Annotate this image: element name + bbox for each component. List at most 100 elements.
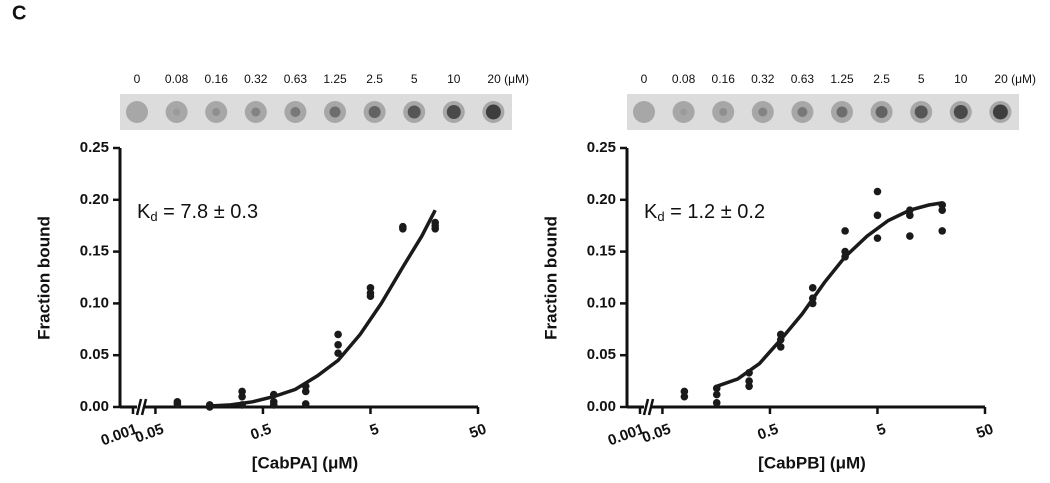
data-point: [334, 330, 342, 339]
blot-label: 10: [954, 72, 968, 86]
kd-annotation: Kd = 7.8 ± 0.3: [137, 201, 258, 224]
blot-core: [797, 107, 808, 117]
data-point: [205, 401, 214, 409]
kd-value: = 7.8 ± 0.3: [158, 201, 259, 223]
panel: 0 0.08 0.16 0.32 0.63 1.25 2.5 5 10 20 (μM) 0.00 0.…: [34, 72, 529, 472]
blot-spot: [244, 101, 267, 123]
blot-spot: [633, 101, 655, 123]
blot-core: [212, 108, 221, 116]
blot-core: [329, 106, 341, 118]
blot-label: 0.32: [751, 72, 775, 86]
data-point: [301, 387, 310, 396]
kd-symbol: K: [644, 201, 658, 223]
blot-label: 2.5: [873, 72, 890, 86]
blot-label: 5: [411, 72, 418, 86]
blot-label: 2.5: [366, 72, 383, 86]
data-point: [712, 390, 721, 399]
kd-subscript: d: [657, 209, 664, 224]
blot-spot: [791, 101, 814, 123]
kd-symbol: K: [137, 201, 151, 223]
blot-core: [485, 104, 501, 120]
data-point: [873, 211, 882, 220]
blot-label: 1.25: [323, 72, 347, 86]
blot-spot: [284, 101, 307, 123]
y-tick-label: 0.00: [587, 398, 616, 415]
data-point: [841, 252, 849, 261]
fit-curve: [716, 201, 943, 388]
data-point: [873, 234, 882, 242]
x-tick-label: 5: [368, 421, 382, 440]
data-point: [776, 335, 785, 344]
blot-label: 0.16: [712, 72, 736, 86]
blot-core: [953, 105, 968, 119]
axis-break: [135, 398, 143, 416]
blot-label: 0.63: [284, 72, 308, 86]
y-tick-label: 0.25: [587, 139, 616, 156]
x-tick-label: 0.5: [755, 421, 780, 444]
kd-annotation: Kd = 1.2 ± 0.2: [644, 201, 765, 224]
y-tick-label: 0.15: [587, 243, 616, 260]
blot-core: [875, 106, 888, 118]
data-point: [173, 400, 182, 408]
blot-core: [368, 106, 381, 118]
data-point: [873, 187, 882, 196]
y-axis-title: Fraction bound: [541, 216, 560, 340]
blot-label: 0.08: [165, 72, 189, 86]
blot-core: [992, 104, 1008, 120]
data-point: [269, 401, 278, 409]
blot-label: 1.25: [830, 72, 854, 86]
y-tick-label: 0.20: [80, 191, 109, 208]
y-tick-label: 0.15: [80, 243, 109, 260]
data-point: [938, 206, 947, 214]
axis-break: [647, 398, 655, 416]
blot-label: 5: [918, 72, 925, 86]
data-point: [906, 211, 914, 220]
data-point: [301, 400, 310, 408]
data-point: [712, 384, 721, 393]
panel: 0 0.08 0.16 0.32 0.63 1.25 2.5 5 10 20 (μM) 0.00 0.…: [541, 72, 1036, 472]
blot-spot: [126, 101, 148, 123]
data-point: [334, 349, 342, 357]
blot-core: [290, 107, 301, 117]
x-tick-label: 0.05: [133, 421, 166, 447]
x-tick-label: 5: [875, 421, 889, 440]
y-axis-title: Fraction bound: [34, 216, 53, 340]
blot-label: 20 (μM): [487, 72, 529, 86]
x-axis-title: [CabPB] (μM): [758, 453, 866, 472]
fit-curve: [209, 209, 437, 408]
y-tick-label: 0.10: [587, 294, 616, 311]
x-tick-label: 50: [467, 421, 488, 443]
data-point: [399, 225, 407, 233]
data-point: [938, 227, 947, 235]
x-tick-label: 0.5: [248, 421, 273, 444]
data-point: [238, 401, 246, 409]
blot-core: [836, 106, 848, 118]
data-point: [366, 292, 375, 300]
blot-core: [719, 108, 728, 116]
blot-label: 20 (μM): [994, 72, 1036, 86]
axis-break: [642, 398, 650, 416]
blot-label: 0.16: [205, 72, 229, 86]
data-point: [808, 284, 817, 292]
data-point: [334, 341, 342, 349]
blot-core: [680, 108, 688, 116]
data-point: [841, 227, 849, 235]
blot-label: 0: [134, 72, 141, 86]
data-point: [269, 390, 278, 399]
data-point: [776, 343, 785, 351]
data-point: [808, 299, 817, 308]
data-point: [745, 369, 753, 377]
blot-spot: [751, 101, 774, 123]
y-tick-label: 0.10: [80, 294, 109, 311]
blot-core: [446, 105, 461, 119]
blot-spot: [672, 101, 695, 123]
blot-label: 0.63: [791, 72, 815, 86]
blot-core: [251, 107, 261, 117]
x-tick-label: 0.05: [640, 421, 673, 447]
data-point: [745, 382, 753, 391]
kd-value: = 1.2 ± 0.2: [665, 201, 766, 223]
panel-label: C: [12, 2, 26, 24]
x-axis-title: [CabPA] (μM): [252, 453, 358, 472]
blot-label: 10: [447, 72, 461, 86]
